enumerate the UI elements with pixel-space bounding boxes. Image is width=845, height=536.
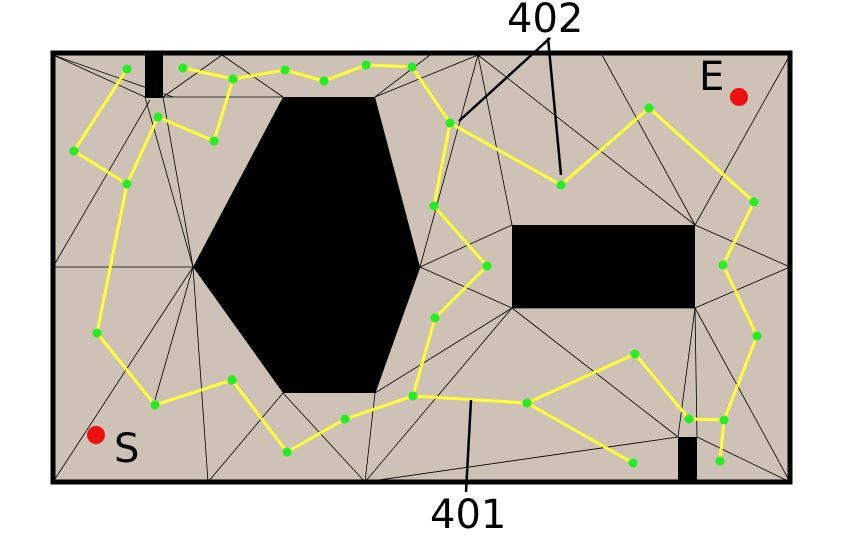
reference-numeral-402: 402 [507,0,583,42]
node [150,400,160,410]
path-left-chain [95,78,725,454]
start-label: S [114,426,139,472]
leader-402-to-node-a [458,37,551,122]
node [228,74,238,84]
reference-numeral-401: 401 [430,492,506,536]
end-label: E [699,54,724,100]
node [408,391,418,401]
end-marker [730,88,748,106]
node [630,349,640,359]
node [715,456,725,466]
path-left-loop [182,63,759,462]
obstacle-hexagon [193,97,420,393]
path-nodes [69,60,762,468]
node [429,201,439,211]
node [69,146,79,156]
reference-leaders [458,37,563,493]
boundary-frame [50,50,793,485]
node [92,328,102,338]
leader-402-to-node-b [546,37,563,176]
node [319,76,329,86]
node [718,260,728,270]
obstacles [145,53,697,482]
node [522,398,532,408]
node [122,64,132,74]
node [628,458,638,468]
start-marker [87,426,105,444]
node [556,180,566,190]
leader-401-to-path [464,399,473,493]
node [407,62,417,72]
node [749,197,759,207]
node [122,179,132,189]
node [445,118,455,128]
node [282,447,292,457]
obstacle-rectangle [512,225,695,308]
node [684,414,694,424]
node [227,375,237,385]
path-bottom-branch [526,401,634,465]
node [209,136,219,146]
obstacle-bottom-right-bar [678,437,697,482]
node [280,65,290,75]
node [752,331,762,341]
node [178,63,188,73]
node [644,103,654,113]
obstacle-top-left-bar [145,53,163,98]
node [482,261,492,271]
node [361,60,371,70]
node [340,414,350,424]
node [430,313,440,323]
node [719,415,729,425]
node [153,112,163,122]
